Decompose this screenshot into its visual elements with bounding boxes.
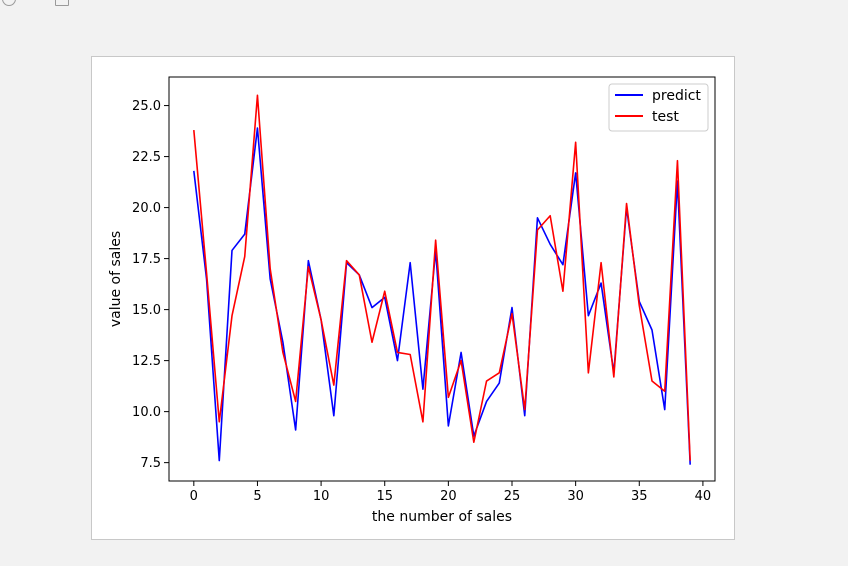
legend-label-test: test	[652, 109, 679, 125]
y-tick-label: 25.0	[132, 99, 161, 114]
y-tick-label: 22.5	[132, 150, 161, 165]
x-tick-label: 0	[190, 489, 198, 504]
x-tick-label: 30	[567, 489, 584, 504]
series-line-test	[193, 94, 691, 461]
x-tick-label: 15	[376, 489, 393, 504]
y-tick-label: 10.0	[132, 405, 161, 420]
y-tick-label: 20.0	[132, 201, 161, 216]
figure-canvas: 0 5 10 15 20 25 30 35 40 7.5 10.0 12.5 15.0 17.5 20.0 2…	[91, 56, 735, 540]
y-tick-label: 15.0	[132, 303, 161, 318]
series-lines	[193, 94, 691, 465]
window-top-strip	[0, 0, 848, 6]
x-axis-label: the number of sales	[372, 509, 512, 525]
x-tick-label: 5	[253, 489, 261, 504]
axis-ticks: 0 5 10 15 20 25 30 35 40 7.5 10.0 12.5 15.0 17.5 20.0 2…	[132, 99, 711, 504]
x-tick-label: 20	[440, 489, 457, 504]
circle-icon	[2, 0, 16, 6]
x-tick-label: 25	[504, 489, 521, 504]
plot-area-frame	[168, 76, 716, 482]
y-tick-label: 17.5	[132, 252, 161, 267]
series-line-predict	[193, 127, 691, 465]
legend-label-predict: predict	[652, 88, 701, 104]
y-axis-label: value of sales	[108, 231, 124, 327]
file-icon	[55, 0, 69, 6]
y-tick-label: 12.5	[132, 354, 161, 369]
x-tick-label: 10	[313, 489, 330, 504]
x-tick-label: 40	[695, 489, 712, 504]
x-tick-label: 35	[631, 489, 648, 504]
legend: predict test	[608, 83, 709, 132]
y-tick-label: 7.5	[140, 456, 161, 471]
line-chart: 0 5 10 15 20 25 30 35 40 7.5 10.0 12.5 15.0 17.5 20.0 2…	[108, 76, 716, 525]
